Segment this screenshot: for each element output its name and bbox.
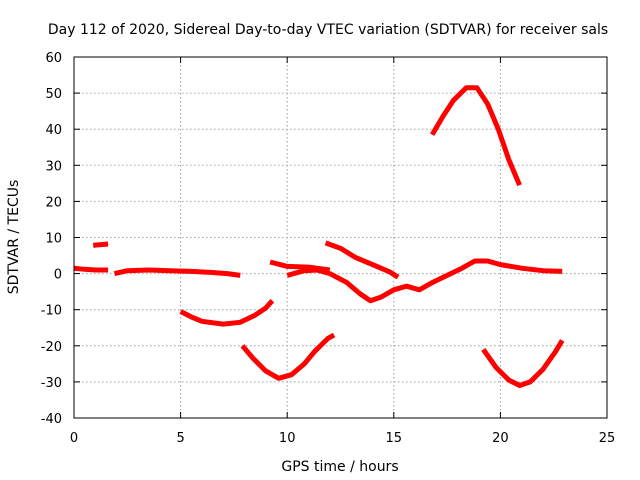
series-arc-8 (324, 240, 400, 280)
data-series (74, 85, 565, 388)
series-arc-1 (74, 265, 109, 273)
x-tick-label: 25 (599, 431, 616, 446)
x-tick-label: 0 (70, 431, 78, 446)
series-arc-9 (430, 85, 522, 187)
x-tick-label: 20 (492, 431, 509, 446)
y-tick-label: 50 (45, 87, 62, 102)
x-tick-label: 5 (176, 431, 184, 446)
series-arc-3 (113, 267, 241, 278)
series-arc-7 (286, 258, 563, 304)
y-tick-label: -10 (41, 304, 62, 319)
x-tick-labels: 0 5 10 15 20 25 (70, 431, 615, 446)
y-tick-label: -20 (41, 340, 62, 355)
y-tick-label: 20 (45, 195, 62, 210)
x-tick-label: 15 (386, 431, 403, 446)
y-tick-label: 40 (45, 123, 62, 138)
x-axis-label: GPS time / hours (281, 459, 398, 475)
series-arc-10 (481, 339, 565, 388)
y-tick-label: 60 (45, 51, 62, 66)
series-arc-2 (92, 241, 109, 248)
y-tick-label: -40 (41, 412, 62, 427)
y-axis-label: SDTVAR / TECUs (6, 180, 22, 295)
axis-ticks (73, 56, 608, 419)
series-arc-4 (179, 299, 275, 327)
y-tick-labels: -40 -30 -20 -10 0 10 20 30 40 50 60 (41, 51, 62, 427)
series-arc-5 (240, 332, 336, 381)
y-tick-label: -30 (41, 376, 62, 391)
chart-title: Day 112 of 2020, Sidereal Day-to-day VTE… (48, 22, 608, 38)
x-tick-label: 10 (279, 431, 296, 446)
y-tick-label: 30 (45, 159, 62, 174)
gridlines (74, 57, 607, 418)
y-tick-label: 10 (45, 232, 62, 247)
y-tick-label: 0 (54, 268, 62, 283)
